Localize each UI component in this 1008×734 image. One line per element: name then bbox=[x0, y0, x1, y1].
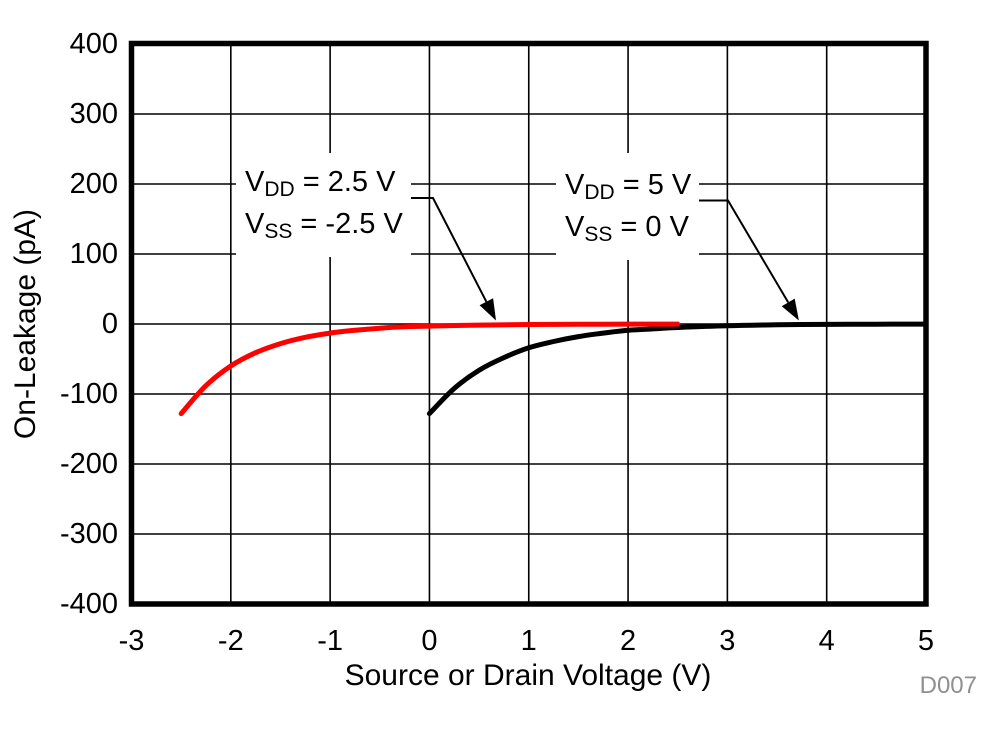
curve-vdd-2p5 bbox=[178, 321, 681, 417]
condition-vdd-5: VDD = 5 V VSS = 0 V bbox=[556, 153, 700, 260]
condition-text-line: VDD = 2.5 V bbox=[245, 165, 403, 207]
x-tick-label: -1 bbox=[317, 625, 344, 657]
y-tick-label: 100 bbox=[69, 238, 118, 270]
y-tick-label: -200 bbox=[59, 448, 118, 480]
condition-text-line: VDD = 5 V bbox=[565, 168, 691, 210]
condition-vdd-2p5: VDD = 2.5 V VSS = -2.5 V bbox=[236, 153, 411, 257]
condition-text: V bbox=[565, 169, 585, 201]
x-tick-label: -2 bbox=[217, 625, 244, 657]
subscript-text: SS bbox=[584, 223, 613, 246]
y-tick-label: -400 bbox=[59, 588, 118, 620]
condition-text-line: VSS = -2.5 V bbox=[245, 207, 403, 249]
y-tick-label: -100 bbox=[59, 378, 118, 410]
condition-text: V bbox=[245, 166, 265, 198]
x-axis-title: Source or Drain Voltage (V) bbox=[344, 659, 712, 692]
x-tick-label: 0 bbox=[421, 625, 438, 657]
x-tick-label: -3 bbox=[118, 625, 145, 657]
condition-text: V bbox=[245, 208, 265, 240]
subscript-text: DD bbox=[264, 178, 295, 201]
annotation-leader-line bbox=[697, 199, 790, 303]
condition-text: = -2.5 V bbox=[292, 208, 403, 240]
condition-text: V bbox=[565, 211, 585, 243]
condition-text-line: VSS = 0 V bbox=[565, 210, 691, 252]
annotation-arrowhead bbox=[479, 298, 496, 321]
y-tick-label: 400 bbox=[69, 28, 118, 60]
y-tick-label: 0 bbox=[101, 308, 118, 340]
x-tick-label: 5 bbox=[917, 625, 935, 657]
plot-id-label: D007 bbox=[919, 672, 977, 699]
condition-text: = 2.5 V bbox=[294, 166, 396, 198]
x-tick-label: 1 bbox=[520, 625, 537, 657]
y-tick-label: 300 bbox=[69, 98, 118, 130]
subscript-text: DD bbox=[584, 181, 615, 204]
annotation-leader-line bbox=[408, 197, 488, 303]
y-tick-label: 200 bbox=[69, 168, 118, 200]
curve-vdd-5 bbox=[426, 321, 929, 417]
condition-text: = 0 V bbox=[612, 211, 689, 243]
annotation-arrowhead bbox=[781, 298, 799, 321]
x-tick-label: 4 bbox=[818, 625, 835, 657]
x-tick-label: 2 bbox=[619, 625, 637, 657]
condition-text: = 5 V bbox=[614, 169, 692, 201]
y-tick-label: -300 bbox=[59, 518, 118, 550]
subscript-text: SS bbox=[264, 220, 293, 243]
x-tick-label: 3 bbox=[719, 625, 736, 657]
